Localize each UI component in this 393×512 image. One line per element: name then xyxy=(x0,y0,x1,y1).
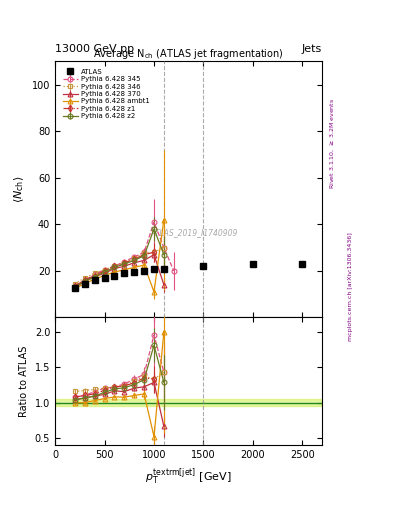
Title: Average N$_{\mathrm{ch}}$ (ATLAS jet fragmentation): Average N$_{\mathrm{ch}}$ (ATLAS jet fra… xyxy=(93,47,284,61)
Text: Rivet 3.1.10, $\geq$ 3.2M events: Rivet 3.1.10, $\geq$ 3.2M events xyxy=(328,98,336,189)
Text: mcplots.cern.ch [arXiv:1306.3436]: mcplots.cern.ch [arXiv:1306.3436] xyxy=(348,232,353,341)
Legend: ATLAS, Pythia 6.428 345, Pythia 6.428 346, Pythia 6.428 370, Pythia 6.428 ambt1,: ATLAS, Pythia 6.428 345, Pythia 6.428 34… xyxy=(61,68,151,121)
Y-axis label: Ratio to ATLAS: Ratio to ATLAS xyxy=(19,346,29,417)
Text: Jets: Jets xyxy=(302,44,322,54)
X-axis label: $p_{\rm T}^{\rm textrm[jet]}$ [GeV]: $p_{\rm T}^{\rm textrm[jet]}$ [GeV] xyxy=(145,466,232,486)
Y-axis label: $\langle N_{\rm ch}\rangle$: $\langle N_{\rm ch}\rangle$ xyxy=(13,176,26,203)
Bar xyxy=(55,399,322,407)
Text: ATLAS_2019_I1740909: ATLAS_2019_I1740909 xyxy=(150,228,238,238)
Text: 13000 GeV pp: 13000 GeV pp xyxy=(55,44,134,54)
